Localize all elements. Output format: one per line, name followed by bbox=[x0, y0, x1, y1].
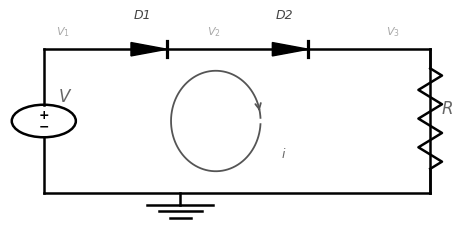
Text: $R$: $R$ bbox=[441, 100, 453, 118]
Text: $V_2$: $V_2$ bbox=[207, 26, 220, 39]
Polygon shape bbox=[273, 43, 309, 56]
Text: $V_1$: $V_1$ bbox=[56, 26, 70, 39]
Polygon shape bbox=[131, 43, 167, 56]
Text: $V_3$: $V_3$ bbox=[385, 26, 400, 39]
Text: −: − bbox=[38, 121, 49, 134]
Text: $V$: $V$ bbox=[58, 88, 72, 106]
Text: $i$: $i$ bbox=[282, 147, 287, 161]
Text: D1: D1 bbox=[134, 9, 152, 22]
Text: D2: D2 bbox=[275, 9, 293, 22]
Text: +: + bbox=[38, 109, 49, 122]
